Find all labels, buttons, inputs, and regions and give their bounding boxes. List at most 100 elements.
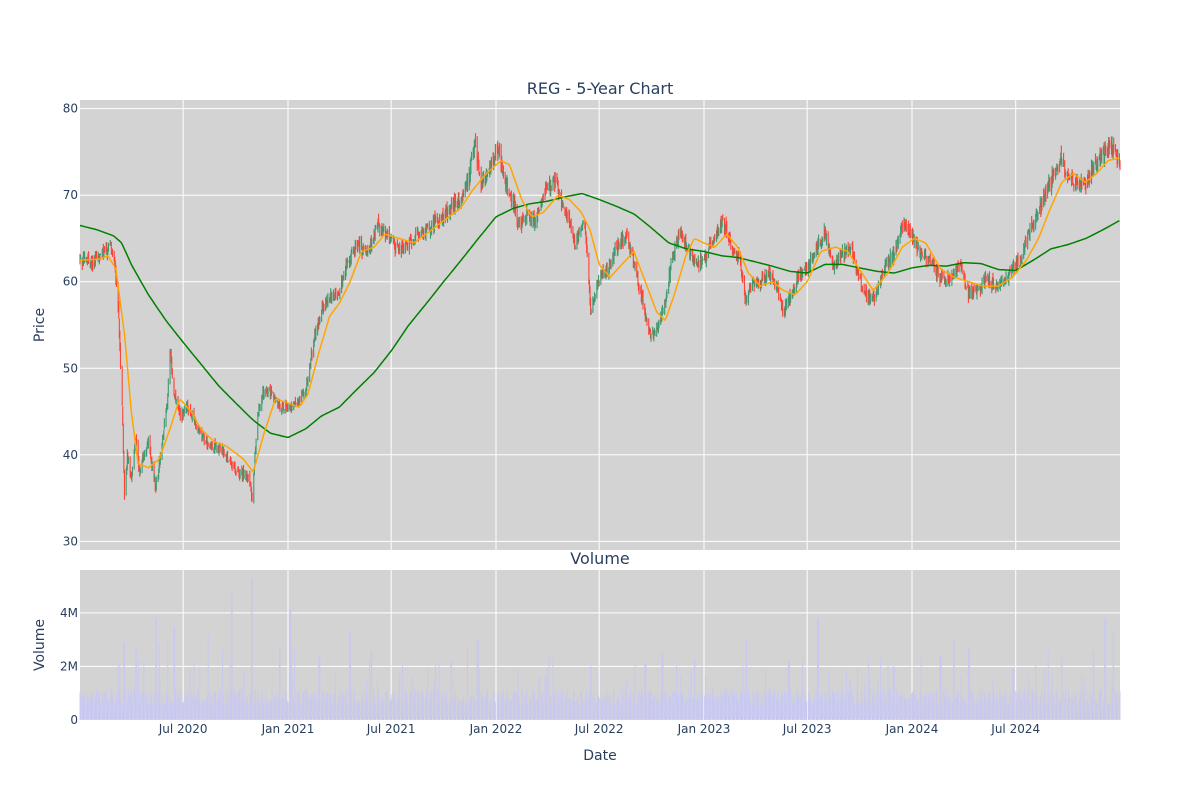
volume-bar — [718, 695, 720, 720]
volume-bar — [179, 701, 181, 720]
volume-bar — [488, 702, 490, 720]
volume-bar — [554, 694, 556, 720]
volume-bar — [408, 706, 410, 720]
volume-bar — [448, 702, 450, 720]
volume-bar — [84, 702, 86, 720]
volume-bar — [473, 701, 475, 720]
volume-bar — [418, 697, 420, 720]
volume-bar — [608, 696, 610, 720]
volume-bar — [717, 703, 719, 720]
volume-bar — [861, 703, 863, 720]
volume-bar — [294, 706, 296, 720]
volume-bar — [301, 691, 303, 720]
volume-bar — [573, 689, 574, 720]
date-x-tick-label: Jul 2024 — [990, 722, 1040, 736]
volume-bar — [198, 698, 199, 720]
volume-bar — [482, 703, 484, 720]
volume-bar — [111, 700, 113, 720]
volume-bar — [1043, 693, 1045, 720]
volume-bar — [721, 696, 723, 720]
volume-bar — [717, 704, 719, 720]
volume-bar — [337, 706, 339, 720]
volume-bar — [944, 697, 946, 720]
volume-bar — [589, 697, 591, 720]
volume-bar — [881, 706, 883, 720]
volume-bar — [649, 692, 651, 720]
volume-bar — [793, 694, 794, 720]
volume-bar — [485, 701, 487, 720]
volume-bar — [350, 691, 352, 720]
volume-bar — [254, 705, 256, 720]
volume-bar — [630, 689, 631, 720]
volume-bar — [318, 655, 320, 720]
volume-bar — [95, 701, 97, 720]
volume-bar — [830, 698, 831, 720]
volume-bar — [977, 704, 978, 720]
volume-bar — [106, 702, 108, 720]
volume-bar — [596, 701, 598, 720]
volume-bar — [1063, 698, 1065, 720]
volume-bar — [171, 702, 173, 720]
volume-bar — [122, 696, 124, 720]
volume-bar — [630, 700, 632, 720]
volume-bar — [842, 691, 843, 720]
volume-bar — [957, 690, 959, 720]
volume-bar — [665, 700, 667, 720]
volume-bar — [139, 693, 141, 720]
volume-bar — [729, 689, 731, 720]
volume-bar — [338, 696, 340, 720]
volume-bar — [465, 697, 467, 720]
volume-bar — [613, 689, 615, 720]
volume-bar — [226, 705, 227, 720]
volume-bar — [255, 689, 256, 720]
volume-bar — [258, 697, 260, 720]
volume-bar — [286, 698, 288, 720]
volume-bar — [1079, 691, 1081, 720]
volume-bar — [840, 697, 842, 720]
volume-bar — [1055, 690, 1057, 720]
volume-bar — [558, 690, 560, 720]
volume-bar — [1119, 691, 1121, 720]
volume-bar — [386, 706, 388, 720]
volume-bar — [806, 700, 808, 720]
volume-bar — [1059, 700, 1061, 720]
volume-bar — [406, 696, 408, 720]
volume-bar — [875, 691, 877, 720]
volume-bar — [492, 691, 494, 720]
volume-bar — [773, 689, 775, 720]
volume-bar — [981, 705, 982, 720]
volume-bar — [103, 692, 105, 720]
volume-bar — [965, 702, 967, 720]
volume-bar — [528, 706, 530, 720]
volume-bar — [653, 696, 655, 720]
volume-bar — [534, 699, 536, 720]
volume-bar — [383, 702, 385, 720]
volume-bar — [936, 690, 937, 720]
volume-bar — [90, 698, 92, 720]
volume-bar — [725, 703, 727, 720]
volume-bar — [1035, 665, 1037, 720]
volume-bar — [505, 702, 507, 720]
volume-bar — [760, 705, 762, 720]
volume-bar — [781, 698, 783, 720]
volume-bar — [769, 688, 771, 720]
volume-bar — [805, 704, 807, 720]
volume-bar — [948, 696, 949, 720]
volume-bar — [469, 700, 471, 720]
volume-bar — [549, 698, 551, 720]
volume-bar — [573, 692, 575, 720]
volume-bar — [86, 694, 88, 720]
volume-bar — [98, 698, 100, 720]
volume-bar — [565, 704, 566, 720]
volume-bar — [501, 702, 503, 720]
volume-bar — [1008, 706, 1010, 720]
volume-bar — [521, 703, 523, 720]
volume-bar — [1100, 686, 1102, 720]
volume-bar — [592, 696, 594, 720]
volume-bar — [629, 703, 631, 720]
volume-bar — [931, 698, 933, 720]
volume-bar — [648, 702, 650, 720]
volume-bar — [785, 703, 787, 720]
volume-bar — [334, 673, 336, 720]
volume-bar — [876, 703, 878, 720]
